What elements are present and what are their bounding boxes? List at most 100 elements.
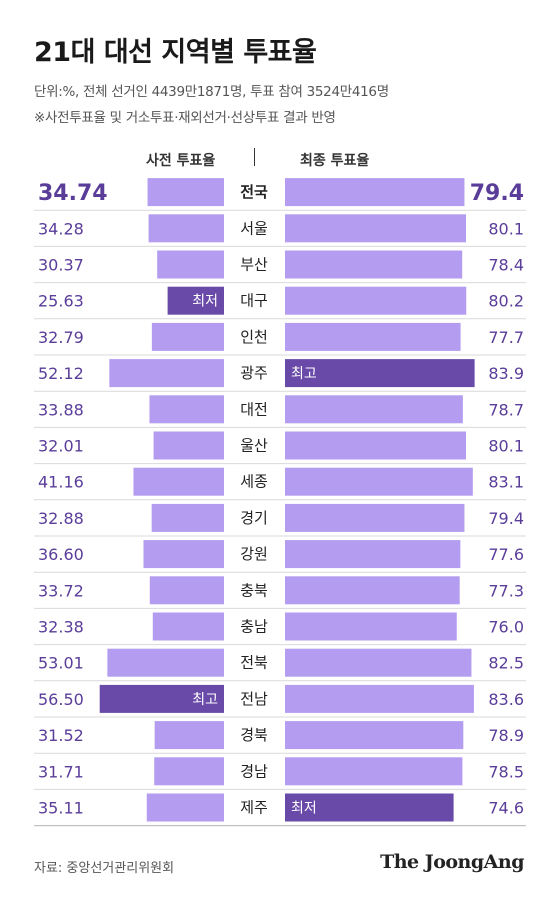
subtitle-units: 단위:%, 전체 선거인 4439만1871명, 투표 참여 3524만416명 [34,84,389,100]
final-value-label: 78.5 [488,762,524,781]
page-title: 21대 대선 지역별 투표율 [34,37,317,68]
final-value-label: 80.1 [488,437,524,456]
final-value-label: 77.6 [488,545,524,564]
region-label: 충남 [240,618,268,636]
early-value-label: 31.52 [38,726,84,745]
final-vote-bar [285,612,457,641]
region-label: 부산 [240,256,268,274]
final-vote-bar [285,322,461,351]
early-vote-bar [109,359,224,388]
final-vote-bar [285,576,460,605]
final-value-label: 83.9 [488,364,524,383]
early-vote-bar [154,721,224,750]
early-value-label: 30.37 [38,256,84,275]
early-value-label: 32.88 [38,509,84,528]
final-value-label: 79.4 [470,181,524,206]
legend-early-vote: 사전 투표율 [146,153,216,169]
region-label: 세종 [240,473,268,491]
final-vote-bar [285,503,465,532]
region-label: 서울 [240,219,268,237]
final-vote-bar [285,178,465,207]
early-value-label: 52.12 [38,364,84,383]
region-label: 충북 [240,581,268,599]
early-annotation: 최고 [192,692,218,708]
final-value-label: 76.0 [488,618,524,637]
region-label: 강원 [240,545,268,563]
early-vote-bar [152,612,224,641]
region-label: 인천 [240,328,268,346]
region-label: 경북 [240,726,268,744]
publisher-logo: The JoongAng [380,851,524,873]
early-value-label: 53.01 [38,654,84,673]
region-label: 경남 [240,762,268,780]
early-value-label: 34.28 [38,219,84,238]
early-value-label: 33.72 [38,581,84,600]
early-value-label: 33.88 [38,400,84,419]
early-vote-bar [149,395,224,424]
early-vote-bar [151,503,224,532]
region-label: 전국 [240,183,268,201]
region-label: 경기 [240,509,268,527]
region-label: 대전 [240,400,268,418]
final-vote-bar [285,431,467,460]
early-vote-bar [167,286,224,315]
early-value-label: 36.60 [38,545,84,564]
source-note: 자료: 중앙선거관리위원회 [34,861,175,876]
legend-final-vote: 최종 투표율 [300,153,370,169]
early-value-label: 32.38 [38,618,84,637]
final-value-label: 78.9 [488,726,524,745]
region-label: 제주 [240,799,268,817]
final-vote-bar [285,721,464,750]
final-annotation: 최고 [291,366,317,382]
final-vote-bar [285,395,463,424]
early-value-label: 41.16 [38,473,84,492]
final-value-label: 78.4 [488,256,524,275]
final-value-label: 83.1 [488,473,524,492]
subtitle-note: ※사전투표율 및 거소투표·재외선거·선상투표 결과 반영 [34,110,336,126]
final-value-label: 80.2 [488,292,524,311]
final-vote-bar [285,757,463,786]
early-vote-bar [157,250,224,279]
early-value-label: 25.63 [38,292,84,311]
region-label: 울산 [240,437,268,455]
final-annotation: 최저 [291,801,317,817]
final-vote-bar [285,467,473,496]
final-vote-bar [285,214,467,243]
final-value-label: 79.4 [488,509,524,528]
final-value-label: 82.5 [488,654,524,673]
region-label: 전북 [240,654,268,672]
final-value-label: 74.6 [488,799,524,818]
early-vote-bar [153,431,224,460]
early-vote-bar [151,322,224,351]
final-vote-bar [285,286,467,315]
region-label: 전남 [240,690,268,708]
early-value-label: 35.11 [38,799,84,818]
final-value-label: 77.7 [488,328,524,347]
final-value-label: 77.3 [488,581,524,600]
early-annotation: 최저 [192,294,218,310]
final-vote-bar [285,250,463,279]
early-vote-bar [147,178,224,207]
region-label: 광주 [240,364,268,382]
early-value-label: 56.50 [38,690,84,709]
early-vote-bar [99,684,224,713]
early-value-label: 34.74 [38,181,108,206]
early-value-label: 32.79 [38,328,84,347]
final-value-label: 83.6 [488,690,524,709]
early-value-label: 31.71 [38,762,84,781]
early-vote-bar [146,793,224,822]
final-value-label: 78.7 [488,400,524,419]
final-vote-bar [285,684,474,713]
final-vote-bar [285,648,472,677]
early-vote-bar [149,576,224,605]
early-vote-bar [148,214,224,243]
early-vote-bar [143,540,224,569]
region-label: 대구 [240,292,268,310]
final-vote-bar [285,540,461,569]
early-value-label: 32.01 [38,437,84,456]
final-vote-bar [285,793,454,822]
early-vote-bar [107,648,224,677]
final-value-label: 80.1 [488,219,524,238]
header-divider [254,148,255,166]
